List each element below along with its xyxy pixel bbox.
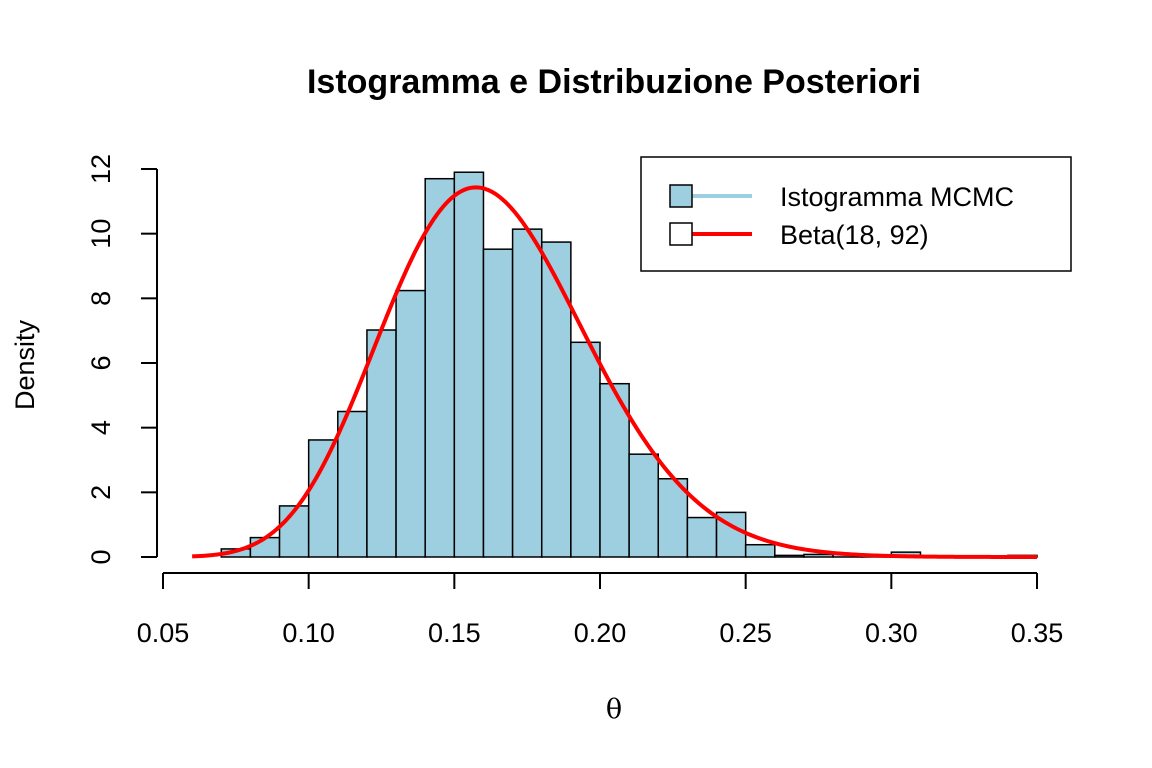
histogram-bar [453,171,485,558]
legend-label-histogram: Istogramma MCMC [780,182,1014,212]
histogram-bar [249,536,281,558]
y-tick-label: 10 [86,219,116,249]
histogram-bar [424,177,456,558]
y-tick-label: 2 [86,485,116,500]
histogram-bar [628,453,660,558]
histogram-bar [511,228,543,558]
histogram-bar [540,241,572,558]
legend-swatch-histogram [669,184,693,208]
chart-title: Istogramma e Distribuzione Posteriori [307,63,921,101]
y-tick-label: 0 [86,549,116,564]
histogram-bar [599,382,630,558]
y-tick-label: 4 [86,420,116,435]
x-axis-label: θ [606,694,622,725]
x-tick-label: 0.15 [428,618,481,648]
x-tick-label: 0.30 [865,618,918,648]
y-axis-label: Density [10,319,40,410]
histogram-bar [307,439,339,558]
histogram-bar [366,329,397,558]
x-tick-label: 0.25 [719,618,772,648]
legend-swatch-beta [669,222,693,246]
histogram-bar [482,248,514,558]
histogram-bar [686,516,718,558]
histogram-bar [395,289,426,558]
histogram-bar [803,553,834,558]
y-tick-label: 6 [86,355,116,370]
x-axis: 0.05 0.10 0.15 0.20 0.25 0.30 0.35 [137,572,1064,648]
y-tick-label: 12 [86,154,116,184]
beta-curve-layer [192,185,1037,559]
x-tick-label: 0.35 [1011,618,1064,648]
legend-box [640,156,1072,272]
y-tick-label: 8 [86,291,116,306]
histogram-bar [774,554,805,558]
histogram-bar [744,543,776,558]
histogram-bars [220,171,1038,558]
x-tick-label: 0.20 [574,618,627,648]
histogram-bar [570,341,601,558]
y-axis: 0 2 4 6 8 10 12 [86,154,158,565]
histogram-bar [278,505,310,558]
x-tick-label: 0.05 [137,618,190,648]
beta-density-curve [192,185,1037,559]
histogram-bar [337,410,368,558]
x-tick-label: 0.10 [282,618,335,648]
legend-label-beta: Beta(18, 92) [780,220,929,250]
legend: Istogramma MCMC Beta(18, 92) [640,156,1072,272]
